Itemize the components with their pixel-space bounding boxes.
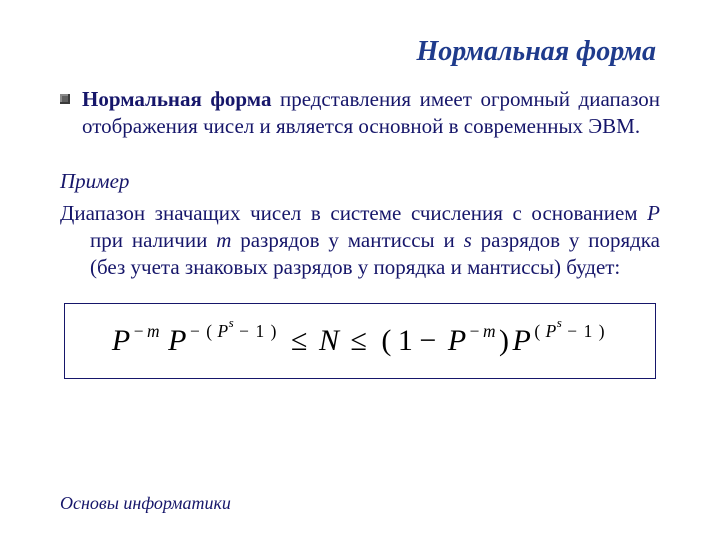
example-text-2: при наличии <box>90 228 216 252</box>
footer-text: Основы информатики <box>60 493 231 514</box>
f-P4: P <box>448 324 467 357</box>
f-P6: P <box>546 321 557 341</box>
slide: Нормальная форма Нормальная форма предст… <box>0 0 720 540</box>
f-s1: s <box>229 315 235 330</box>
var-m: m <box>216 228 231 252</box>
f-exp4: ( Ps −1) <box>531 321 608 341</box>
f-minus1: − <box>131 321 147 341</box>
formula: P−m P−( Ps −1) ≤ N ≤ (1− P−m)P( Ps −1) <box>112 324 608 357</box>
f-P5: P <box>513 324 532 357</box>
f-exp3: −m <box>467 321 496 341</box>
f-P3: P <box>218 321 229 341</box>
bullet-item: Нормальная форма представления имеет огр… <box>60 86 660 141</box>
f-rp2: ) <box>496 324 513 357</box>
f-exp2: −( Ps −1) <box>187 321 280 341</box>
f-minus4: − <box>416 324 439 357</box>
f-lp2: ( <box>378 324 395 357</box>
f-leq1: ≤ <box>288 324 311 357</box>
f-N: N <box>319 324 340 357</box>
f-minus5: − <box>467 321 483 341</box>
f-minus3: − <box>236 321 252 341</box>
formula-box: P−m P−( Ps −1) ≤ N ≤ (1− P−m)P( Ps −1) <box>64 303 656 379</box>
example-label: Пример <box>60 169 660 194</box>
f-one3: 1 <box>581 321 596 341</box>
var-P: P <box>647 201 660 225</box>
square-bullet-icon <box>60 94 70 104</box>
example-text-1: Диапазон значащих чисел в системе счисле… <box>60 201 647 225</box>
example-body: Диапазон значащих чисел в системе счисле… <box>60 200 660 282</box>
f-P2: P <box>168 324 187 357</box>
f-s2: s <box>557 315 563 330</box>
f-m2: m <box>483 321 496 341</box>
var-s: s <box>464 228 472 252</box>
slide-title: Нормальная форма <box>60 36 660 68</box>
f-m1: m <box>147 321 160 341</box>
f-P1: P <box>112 324 131 357</box>
bullet-bold: Нормальная форма <box>82 87 271 111</box>
f-exp1: −m <box>131 321 160 341</box>
bullet-text: Нормальная форма представления имеет огр… <box>82 86 660 141</box>
f-rp3: ) <box>596 321 608 341</box>
f-minus6: − <box>564 321 580 341</box>
f-minus2: − <box>187 321 203 341</box>
example-text-3: разрядов у мантиссы и <box>231 228 463 252</box>
f-one1: 1 <box>252 321 267 341</box>
f-leq2: ≤ <box>347 324 370 357</box>
f-rp1: ) <box>268 321 280 341</box>
f-lp1: ( <box>203 321 215 341</box>
f-lp3: ( <box>531 321 543 341</box>
f-one2: 1 <box>395 324 417 357</box>
